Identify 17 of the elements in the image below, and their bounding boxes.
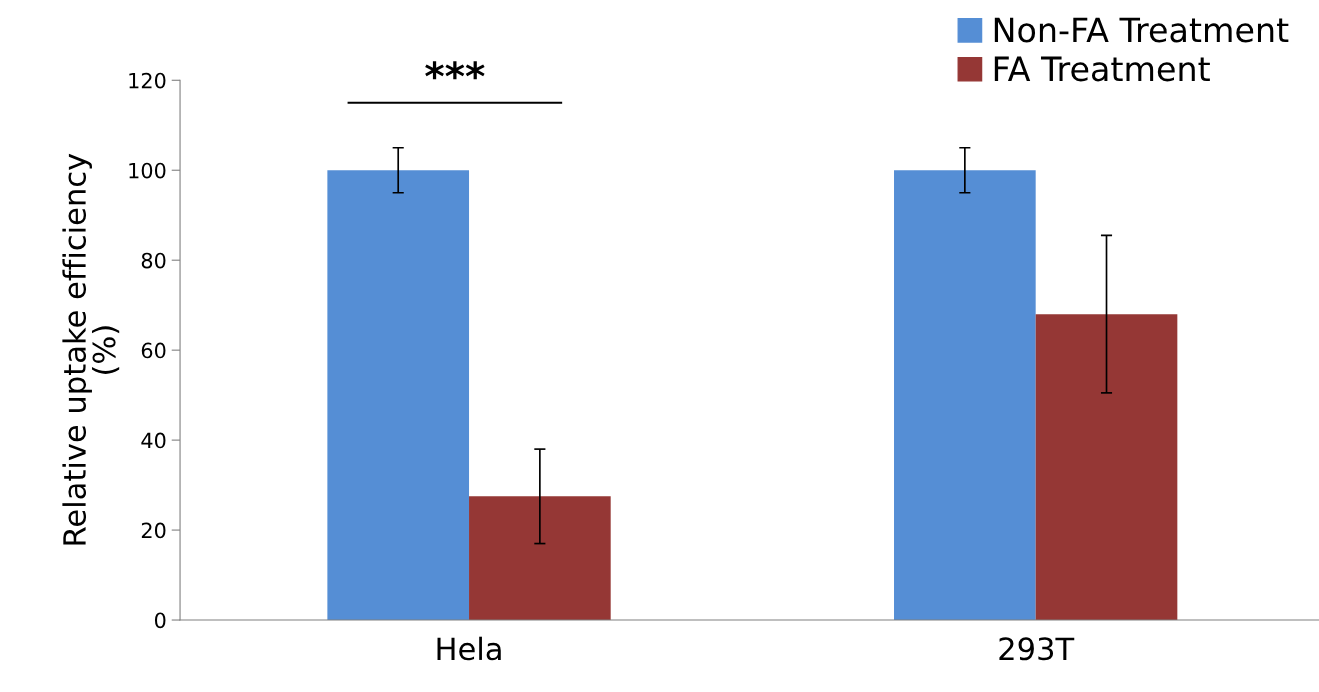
x-tick-label: Hela [437,636,501,661]
y-tick-label: 100 [129,162,166,179]
y-tick-label: 20 [141,522,166,539]
legend-label: FA Treatment [994,56,1210,82]
y-tick-label: 120 [129,72,166,89]
y-tick-label: 0 [154,612,166,629]
x-tick-label: 293T [999,637,1075,661]
y-tick-label: 40 [141,432,166,449]
legend-label: Non-FA Treatment [994,17,1289,43]
y-axis-title: Relative uptake efficiency (%) [62,153,120,545]
bar [327,170,470,621]
text: *** [425,61,485,80]
bar [1035,314,1178,621]
bar [469,496,611,621]
y-tick-label: 80 [141,252,166,269]
y-tick-label: 60 [141,342,166,359]
bar [894,170,1036,621]
